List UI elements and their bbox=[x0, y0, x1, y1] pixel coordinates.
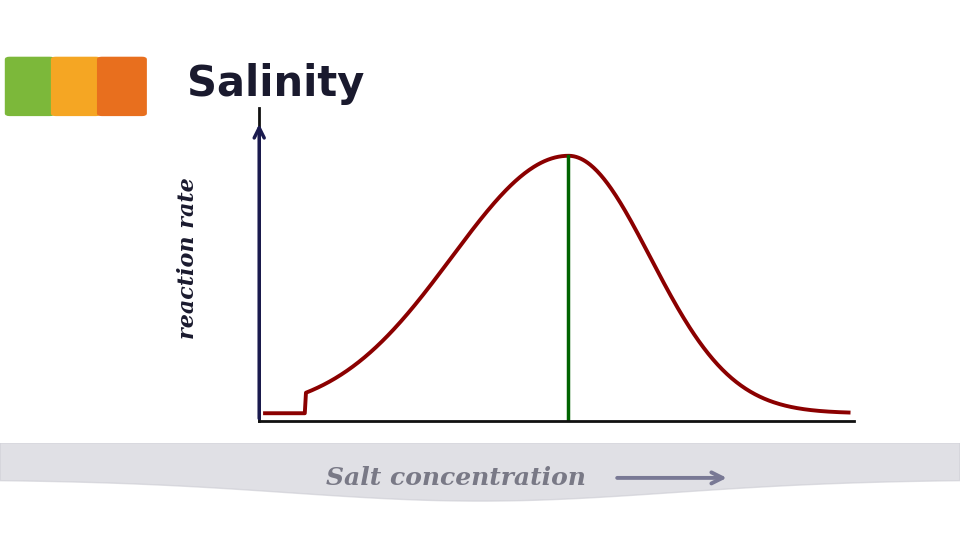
Text: reaction rate: reaction rate bbox=[177, 178, 199, 339]
Text: Salt concentration: Salt concentration bbox=[326, 466, 586, 490]
Text: Salinity: Salinity bbox=[187, 63, 365, 105]
